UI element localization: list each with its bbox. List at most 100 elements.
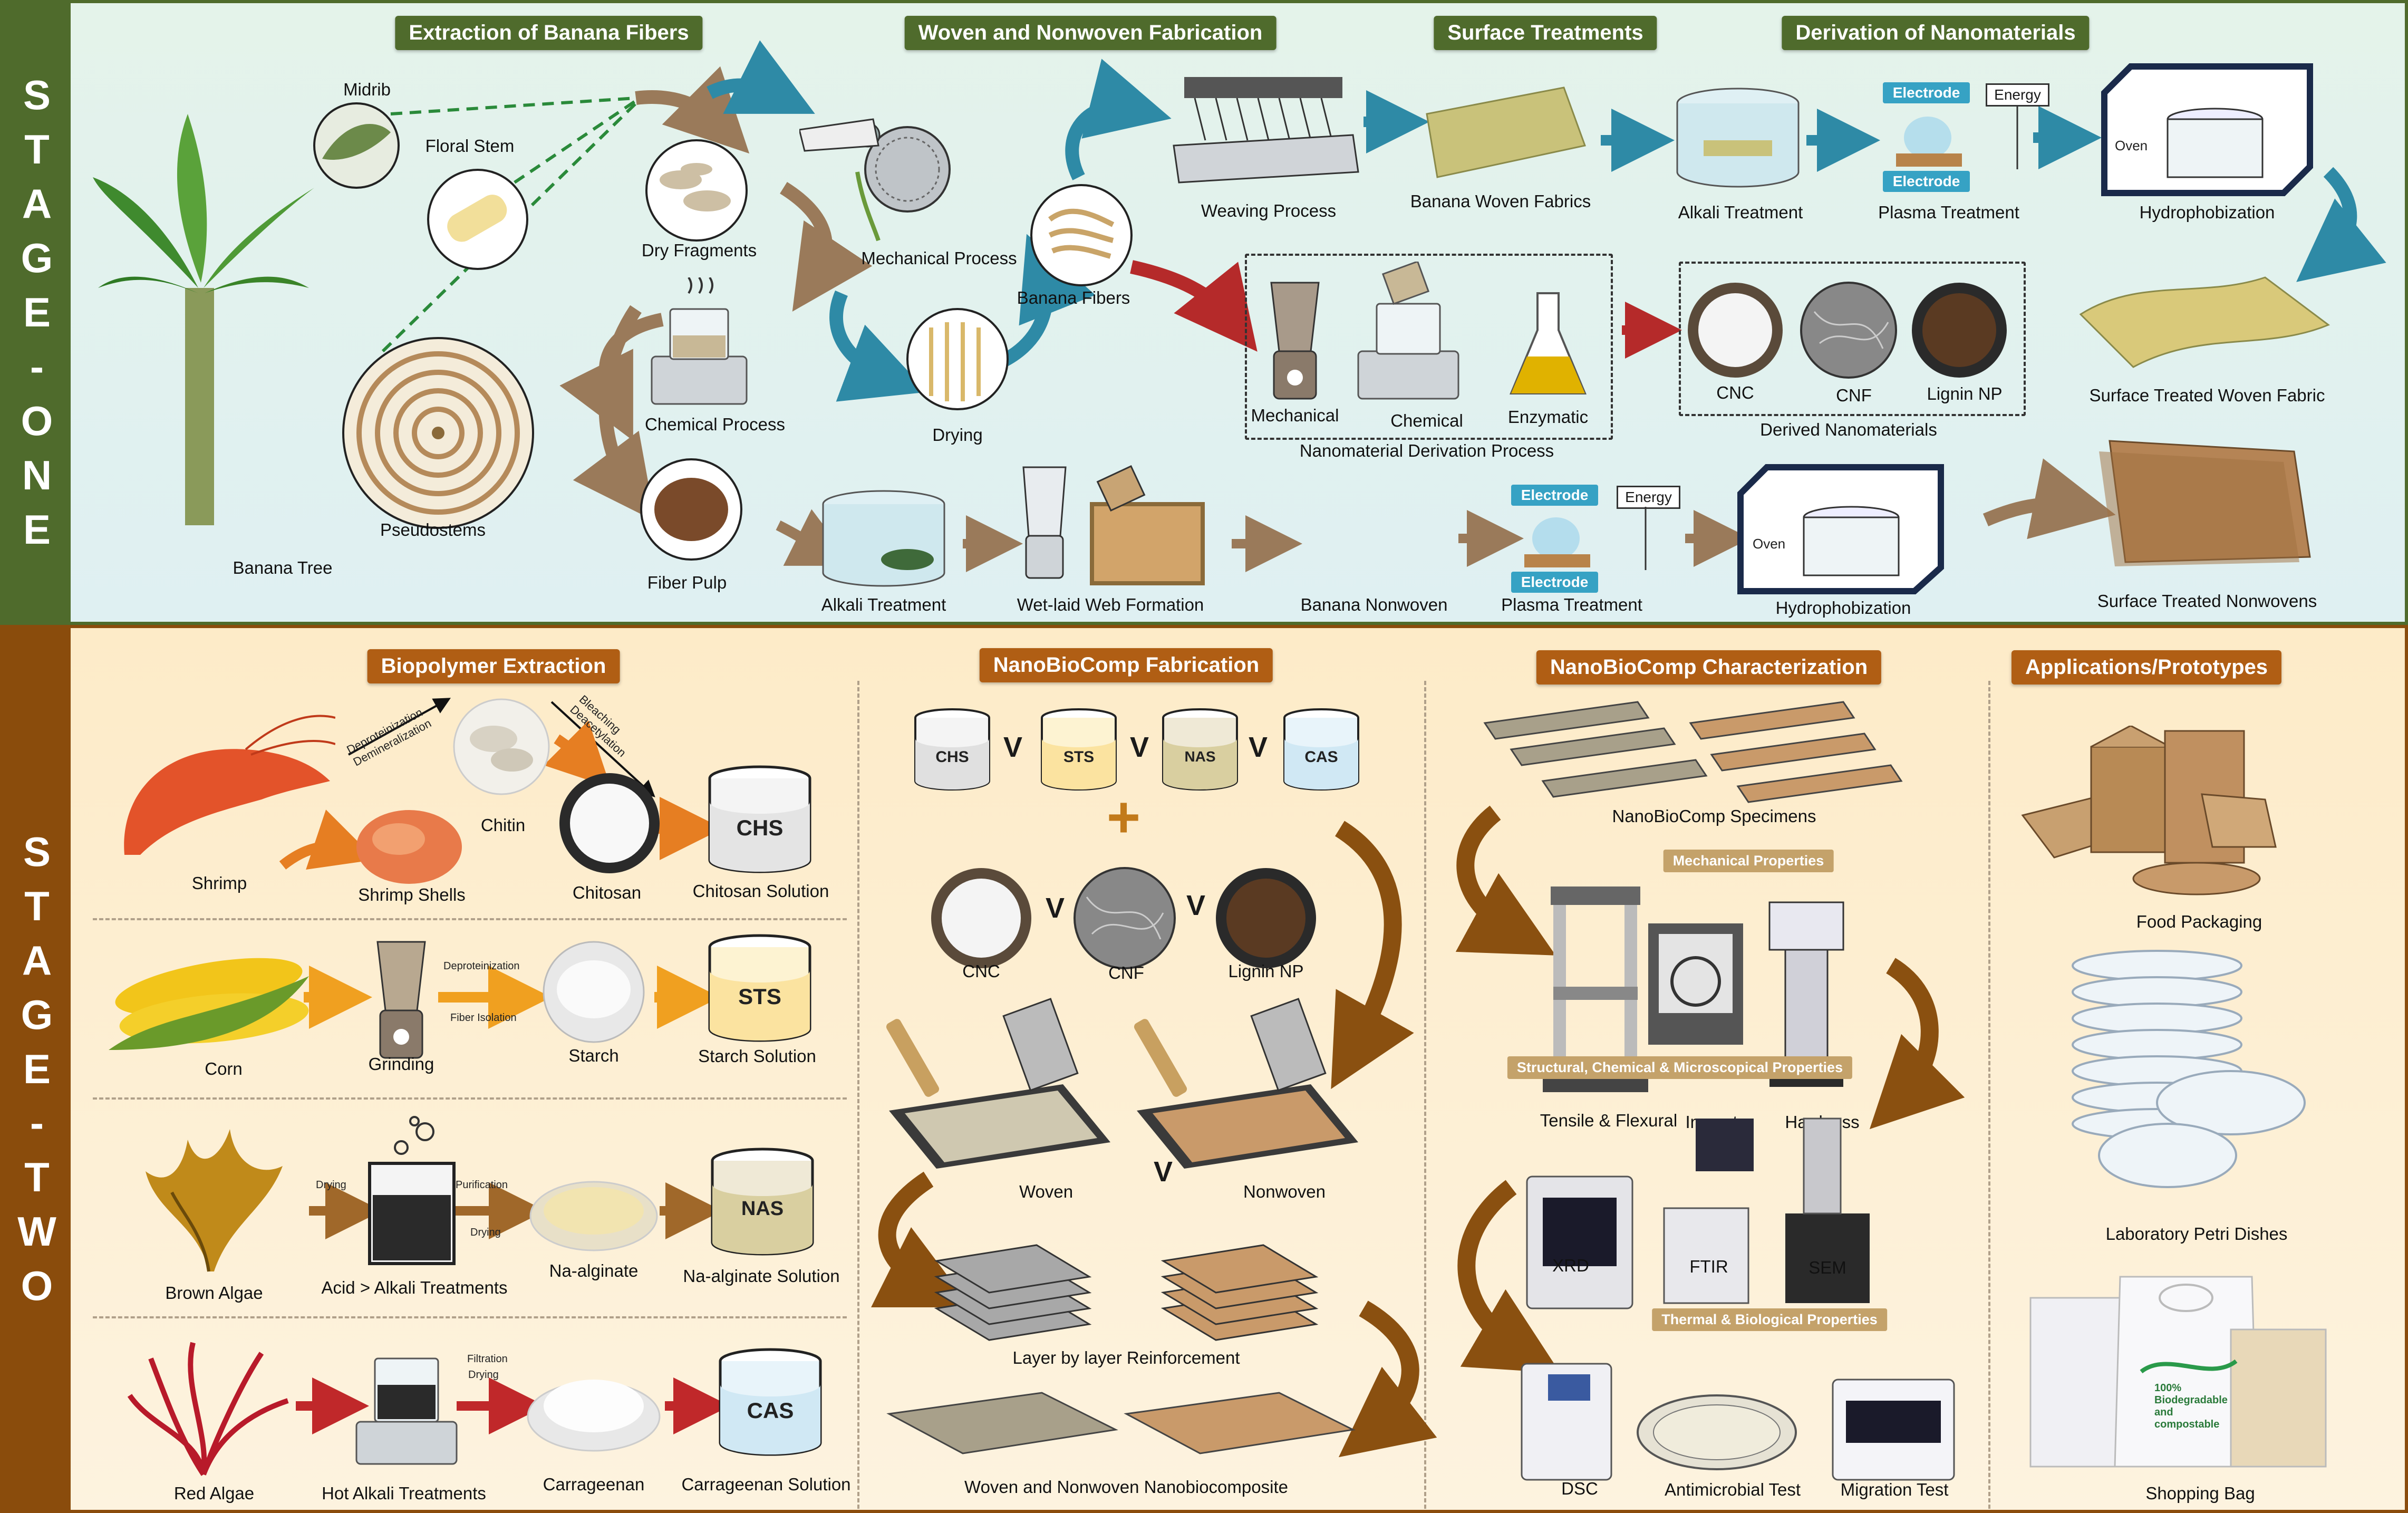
label-enzymatic: Enzymatic	[1507, 407, 1589, 427]
row-divider	[93, 1316, 847, 1318]
brown-algae-icon	[146, 1129, 283, 1272]
column-divider	[857, 681, 859, 1509]
header-extraction: Extraction of Banana Fibers	[395, 16, 703, 50]
shopping-bag-icon	[2029, 1276, 2327, 1468]
row-divider	[93, 918, 847, 920]
stage-letter: N	[22, 451, 52, 498]
drying-icon	[906, 308, 1009, 410]
label-petri-dishes: Laboratory Petri Dishes	[2105, 1224, 2288, 1244]
label-grinding: Grinding	[368, 1054, 434, 1074]
enzymatic-flask-icon	[1510, 292, 1587, 394]
sts-text-large: STS	[738, 984, 781, 1009]
label-corn: Corn	[205, 1059, 243, 1078]
chs-beaker-large: CHS	[707, 765, 813, 876]
or-symbol: V	[1248, 731, 1268, 763]
label-cnf-bottom: CNF	[1108, 963, 1144, 982]
stage-letter: -	[30, 1100, 44, 1146]
label-nano-process: Nanomaterial Derivation Process	[1299, 441, 1554, 460]
label-dry-fragments: Dry Fragments	[641, 240, 757, 260]
label-migration: Migration Test	[1840, 1480, 1949, 1499]
specimens-icon	[1483, 701, 1903, 803]
label-shrimp: Shrimp	[191, 873, 247, 893]
label-shrimp-shells: Shrimp Shells	[358, 885, 466, 904]
shrimp-shells-icon	[356, 810, 462, 884]
hot-plate-stirrer-icon	[355, 1357, 458, 1465]
nanomaterial-dishes-icon	[1688, 282, 2007, 379]
nanomaterial-dishes-icon	[931, 867, 1316, 969]
label-alkali-treatment-bottom: Alkali Treatment	[821, 595, 946, 614]
wet-laid-icon	[1022, 465, 1205, 585]
electrode-bottom-label: Electrode	[1883, 171, 1970, 192]
or-symbol: V	[1153, 1156, 1173, 1188]
row-divider	[93, 1097, 847, 1100]
stage-letter: E	[23, 289, 51, 336]
header-applications: Applications/Prototypes	[2011, 650, 2282, 685]
label-brown-algae: Brown Algae	[165, 1283, 263, 1303]
label-drying-b: Drying	[470, 1227, 501, 1238]
label-plasma-treatment-bottom: Plasma Treatment	[1501, 595, 1642, 614]
composite-panels-icon	[886, 1392, 1356, 1454]
label-banana-tree: Banana Tree	[233, 558, 333, 577]
label-banana-fibers: Banana Fibers	[1017, 288, 1130, 307]
fiber-pulp-icon	[640, 458, 742, 561]
label-tensile: Tensile & Flexural	[1540, 1111, 1678, 1130]
nas-text-small: NAS	[1184, 748, 1216, 765]
label-fiber-pulp: Fiber Pulp	[647, 573, 727, 592]
treated-nonwoven-icon	[2099, 440, 2311, 566]
starch-icon	[543, 941, 645, 1043]
oven-label-bottom: Oven	[1753, 536, 1786, 552]
label-na-alginate-solution: Na-alginate Solution	[683, 1266, 840, 1286]
or-symbol: V	[1003, 731, 1023, 763]
label-plasma-treatment-top: Plasma Treatment	[1878, 203, 2019, 222]
label-nonwoven: Nonwoven	[1243, 1182, 1326, 1201]
label-xrd: XRD	[1552, 1256, 1589, 1275]
oven-icon-top	[2101, 63, 2313, 196]
stage-one-side-label: S T A G E - O N E	[3, 3, 71, 622]
label-layer-reinforcement: Layer by layer Reinforcement	[1012, 1348, 1240, 1367]
corn-icon	[109, 958, 309, 1050]
label-filtration: Filtration	[467, 1353, 508, 1365]
energy-label: Energy	[1986, 83, 2049, 107]
label-cnf-top: CNF	[1836, 386, 1872, 405]
pseudostem-cross-section-icon	[342, 337, 534, 529]
column-divider	[1424, 681, 1426, 1509]
or-symbol: V	[1186, 890, 1206, 921]
header-surface-treatments: Surface Treatments	[1434, 16, 1657, 50]
header-nanobiocomp-fabrication: NanoBioComp Fabrication	[979, 648, 1273, 682]
red-algae-icon	[127, 1342, 289, 1476]
or-symbol: V	[1045, 892, 1065, 924]
stage-two-side-label: S T A G E - T W O	[3, 628, 71, 1510]
stage-letter: G	[21, 235, 53, 282]
grinder-icon	[376, 941, 426, 1059]
alkali-bath-icon	[1676, 88, 1800, 188]
cas-text-large: CAS	[747, 1398, 794, 1423]
sts-beaker-small: STS	[1039, 707, 1118, 792]
header-fabrication: Woven and Nonwoven Fabrication	[904, 16, 1276, 50]
cas-beaker-large: CAS	[718, 1348, 823, 1459]
stage-letter: -	[30, 343, 44, 390]
label-hydrophobization-top: Hydrophobization	[2139, 203, 2275, 222]
blender-icon	[1270, 282, 1320, 400]
stage-letter: G	[21, 991, 53, 1038]
stage-two-panel: S T A G E - T W O Biopolymer Extraction …	[0, 625, 2408, 1513]
label-carrageenan: Carrageenan	[543, 1475, 645, 1494]
label-chitin: Chitin	[480, 815, 526, 835]
stage-letter: T	[24, 882, 50, 929]
label-lignin-top: Lignin NP	[1927, 384, 2003, 403]
shrimp-icon	[124, 715, 335, 855]
column-divider	[1988, 681, 1990, 1509]
nano-process-box	[1245, 254, 1613, 440]
electrode-top-label: Electrode	[1883, 82, 1970, 103]
treated-woven-fabric-icon	[2079, 276, 2330, 368]
woven-fabric-icon	[1426, 86, 1586, 178]
alkali-bath-icon	[822, 490, 945, 587]
stage-letter: O	[21, 1263, 53, 1309]
dry-fragments-icon	[645, 139, 748, 242]
petri-dishes-icon	[2072, 950, 2306, 1188]
plasma-glow-icon	[1524, 507, 1647, 570]
hot-plate-stirrer-icon	[651, 277, 748, 405]
sub-structural-props: Structural, Chemical & Microscopical Pro…	[1507, 1056, 1853, 1079]
label-midrib: Midrib	[343, 80, 391, 99]
label-composite: Woven and Nonwoven Nanobiocomposite	[964, 1477, 1288, 1497]
plus-symbol: +	[1106, 785, 1141, 850]
